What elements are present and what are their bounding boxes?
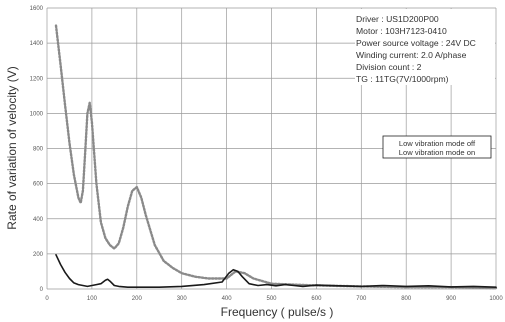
spec-motor: Motor : 103H7123-0410 (356, 26, 447, 36)
y-tick-label: 1400 (30, 41, 44, 47)
y-tick-label: 1200 (30, 76, 44, 82)
y-tick-label: 1600 (30, 6, 44, 12)
x-tick-label: 0 (45, 296, 49, 302)
spec-division: Division count : 2 (356, 62, 422, 72)
x-tick-label: 200 (132, 296, 143, 302)
y-axis-title: Rate of variation of velocity (V) (5, 66, 19, 229)
x-tick-label: 400 (222, 296, 233, 302)
series-line-mode-on (55, 254, 497, 289)
tick-labels: 0 100 200 300 400 500 600 700 800 900 1000 0 200 400 6… (30, 6, 504, 302)
x-tick-label: 700 (356, 296, 367, 302)
x-tick-label: 1000 (489, 296, 503, 302)
y-tick-label: 1000 (30, 111, 44, 117)
spec-driver: Driver : US1D200P00 (356, 14, 439, 24)
y-tick-label: 400 (33, 217, 44, 223)
specs-block: Driver : US1D200P00 Motor : 103H7123-041… (355, 9, 495, 85)
spec-current: Winding current: 2.0 A/phase (356, 50, 467, 60)
y-tick-label: 600 (33, 182, 44, 188)
legend-box (382, 135, 492, 159)
x-tick-label: 800 (401, 296, 412, 302)
legend-entry-on: Low vibration mode on (399, 148, 475, 157)
y-tick-label: 200 (33, 252, 44, 258)
spec-tg: TG : 11TG(7V/1000rpm) (356, 74, 449, 84)
y-tick-label: 800 (33, 147, 44, 153)
legend-entry-off: Low vibration mode off (399, 139, 476, 148)
x-tick-label: 100 (87, 296, 98, 302)
spec-voltage: Power source voltage : 24V DC (356, 38, 476, 48)
specs-background (355, 9, 495, 85)
x-tick-label: 500 (266, 296, 277, 302)
legend: Low vibration mode off Low vibration mod… (382, 135, 492, 159)
x-tick-label: 600 (311, 296, 322, 302)
series-layer (54, 24, 498, 290)
x-tick-label: 300 (177, 296, 188, 302)
y-tick-label: 0 (40, 287, 44, 293)
series-line-mode-off (54, 24, 498, 290)
x-axis-title: Frequency ( pulse/s ) (221, 305, 334, 319)
x-tick-label: 900 (446, 296, 457, 302)
